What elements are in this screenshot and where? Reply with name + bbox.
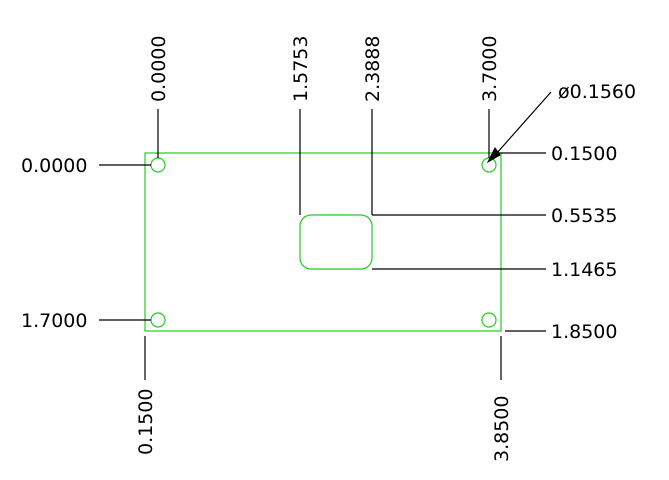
label-diameter: ø0.1560 xyxy=(558,81,636,103)
horizontal-labels: 0.0000 1.7000 0.1500 0.5535 1.1465 1.850… xyxy=(21,81,636,343)
rounded-slot xyxy=(299,214,373,270)
part-outline xyxy=(144,152,502,332)
vertical-labels: 0.0000 1.5753 2.3888 3.7000 0.1500 3.850… xyxy=(135,36,513,462)
label-left-top: 0.0000 xyxy=(21,155,87,177)
part-geometry xyxy=(144,152,502,332)
label-top-right: 3.7000 xyxy=(479,36,501,102)
label-right-top: 0.1500 xyxy=(551,143,617,165)
dimension-lines xyxy=(99,91,552,380)
diameter-leader-line xyxy=(495,91,552,155)
label-top-slot-right: 2.3888 xyxy=(362,36,384,102)
label-top-slot-left: 1.5753 xyxy=(290,36,312,102)
diameter-leader-arrow xyxy=(486,147,501,164)
hole-top-left xyxy=(150,157,166,173)
hole-bottom-left xyxy=(150,312,166,328)
label-right-slot-bottom: 1.1465 xyxy=(551,259,617,281)
label-right-slot-top: 0.5535 xyxy=(551,205,617,227)
label-bottom-left: 0.1500 xyxy=(135,389,157,455)
hole-bottom-right xyxy=(481,312,497,328)
label-top-left: 0.0000 xyxy=(148,36,170,102)
label-right-bottom: 1.8500 xyxy=(551,321,617,343)
label-bottom-right: 3.8500 xyxy=(491,396,513,462)
label-left-bottom: 1.7000 xyxy=(21,310,87,332)
